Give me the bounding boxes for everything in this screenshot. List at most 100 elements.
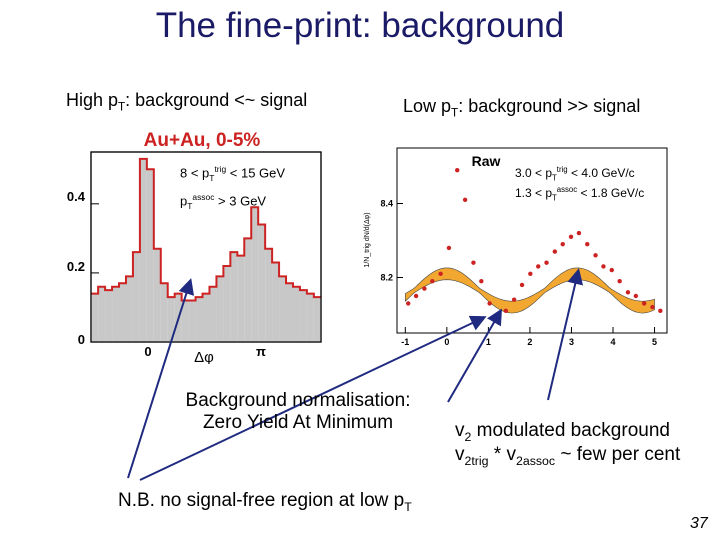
histogram-bar (181, 300, 189, 342)
histogram-bar (105, 290, 113, 342)
data-point (487, 301, 492, 306)
arrow-to-band-trough (447, 308, 503, 403)
right-v2-band-group (405, 267, 655, 314)
histogram-bar (195, 297, 203, 342)
left-bars-group (91, 157, 321, 343)
data-point (625, 290, 631, 295)
arrow-to-left-minimum (127, 278, 195, 479)
data-point (552, 249, 558, 254)
data-point (650, 304, 655, 310)
data-point (438, 271, 443, 276)
left-chart: Au+Au, 0-5% 0 0.2 0.4 0 π Δφ 8 < pTtrig … (56, 124, 336, 366)
histogram-bar (160, 283, 168, 342)
histogram-bar (306, 293, 314, 342)
data-point (519, 282, 525, 288)
low-pt-raw-correlation-plot: Raw 1/N_trig dN/d(Δφ) -1 0 1 2 3 4 5 8.2 8.4 (364, 147, 668, 348)
data-point (576, 230, 582, 236)
histogram-bar (119, 283, 126, 342)
data-point (462, 197, 468, 202)
data-point (536, 264, 541, 269)
histogram-bar (258, 224, 266, 342)
data-point (585, 242, 590, 247)
data-point (430, 279, 435, 284)
slide-title: The fine-print: background (155, 6, 565, 45)
v2-note: v2 modulated background v2trig * v2assoc… (455, 420, 681, 468)
data-point (617, 279, 622, 284)
data-point (528, 271, 533, 276)
data-point (641, 301, 647, 306)
normalisation-note: Background normalisation: Zero Yield At … (185, 390, 411, 433)
right-y-tick-label: 8.2 (380, 273, 393, 283)
histogram-bar (188, 300, 196, 342)
data-point (406, 301, 411, 306)
v2-background-band (405, 267, 655, 314)
left-plot-border (90, 151, 322, 343)
left-x-tick-label: 0 (144, 344, 151, 359)
right-header: Low pT: background >> signal (403, 96, 641, 120)
histogram-bar (279, 276, 287, 342)
histogram-bar (286, 283, 293, 342)
right-x-tick-label: 3 (569, 337, 574, 347)
right-x-tick-label: 2 (527, 337, 532, 347)
histogram-bar (167, 297, 175, 342)
histogram-bar (153, 248, 161, 342)
left-chart-title: Au+Au, 0-5% (144, 130, 261, 151)
histogram-bar (98, 286, 106, 342)
data-point (658, 308, 663, 313)
right-x-tick-label: 0 (444, 337, 449, 347)
right-x-tick-label: 1 (486, 337, 491, 347)
data-point (479, 279, 484, 284)
histogram-bar (209, 286, 217, 342)
left-y-tick-label: 0.4 (67, 189, 86, 204)
histogram-outline (91, 157, 321, 302)
histogram-bar (251, 207, 259, 342)
right-x-tick-label: -1 (401, 337, 409, 347)
histogram-bar (216, 276, 224, 342)
histogram-bar (112, 286, 120, 342)
histogram-bar (313, 297, 321, 342)
data-point (633, 293, 639, 299)
histogram-bar (146, 169, 154, 342)
data-point (413, 293, 419, 299)
left-y-tick-label: 0 (78, 332, 85, 347)
histogram-bar (91, 293, 99, 342)
right-x-tick-label: 5 (652, 337, 657, 347)
left-assoc-annotation: pTassoc > 3 GeV (180, 192, 267, 211)
right-x-tick-label: 4 (610, 337, 615, 347)
histogram-bar (202, 293, 210, 342)
right-assoc-annotation: 1.3 < pTassoc < 1.8 GeV/c (515, 185, 645, 203)
data-point (422, 286, 427, 291)
data-point (503, 308, 509, 313)
left-y-tick-label: 0.2 (67, 259, 85, 274)
histogram-bar (272, 262, 280, 342)
arrow-to-band-peak (547, 268, 584, 401)
right-chart: Raw 1/N_trig dN/d(Δφ) -1 0 1 2 3 4 5 8.2 8.4 3.0… (355, 140, 675, 350)
histogram-bar (244, 238, 252, 342)
right-ticks-group: -1 0 1 2 3 4 5 8.2 8.4 (380, 199, 657, 348)
histogram-bar (230, 252, 238, 342)
arrow-to-right-minimum (139, 315, 487, 481)
data-point (560, 242, 565, 247)
histogram-bar (223, 266, 231, 342)
nb-note: N.B. no signal-free region at low pT (118, 490, 412, 514)
histogram-bar (237, 255, 245, 342)
data-point (568, 234, 574, 239)
left-header: High pT: background <~ signal (66, 90, 308, 114)
data-point (471, 260, 476, 265)
right-chart-title: Raw (472, 153, 501, 169)
right-trig-annotation: 3.0 < pTtrig < 4.0 GeV/c (515, 165, 635, 183)
data-point (593, 253, 598, 258)
high-pt-correlation-histogram: Au+Au, 0-5% 0 0.2 0.4 0 π Δφ (67, 130, 322, 366)
histogram-bar (132, 252, 140, 342)
left-x-axis-label: Δφ (194, 349, 214, 364)
data-point (544, 260, 549, 265)
data-point (609, 267, 614, 273)
left-x-tick-label: π (256, 344, 266, 359)
data-point (446, 245, 452, 251)
histogram-bar (299, 290, 307, 342)
data-point (455, 168, 460, 173)
histogram-bar (292, 286, 300, 342)
page-number: 37 (690, 515, 708, 532)
data-point (601, 264, 606, 269)
